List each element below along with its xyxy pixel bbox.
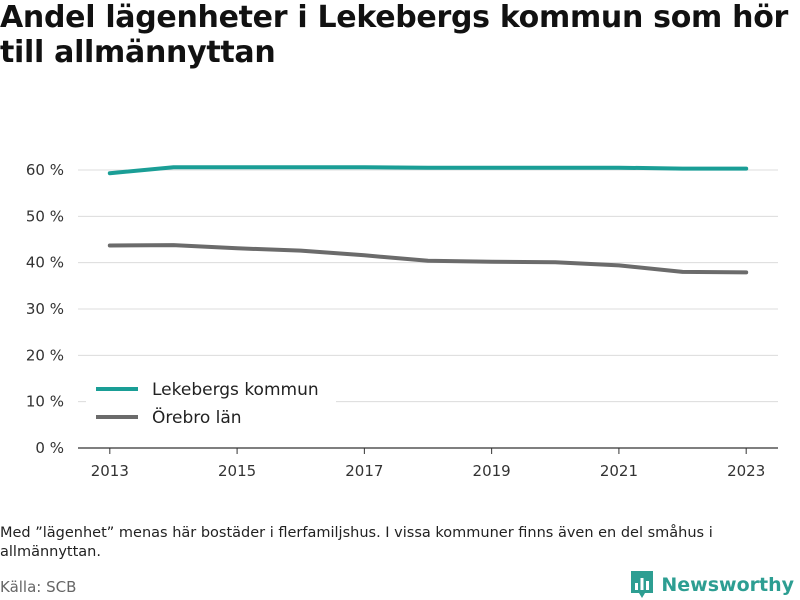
series-line-0: [107, 165, 749, 176]
x-axis-ticks: 2013 2015 2017 2019 2021 2023: [91, 462, 766, 480]
y-axis-ticks: 0 % 10 % 20 % 30 % 40 % 50 % 60 %: [26, 161, 64, 457]
series-lines: [107, 165, 749, 275]
chart-title: Andel lägenheter i Lekebergs kommun som …: [0, 0, 789, 70]
grid-lines: [78, 169, 778, 403]
y-tick-label: 0 %: [35, 439, 64, 457]
y-tick-label: 50 %: [26, 207, 64, 225]
y-tick-label: 60 %: [26, 161, 64, 179]
y-tick-label: 20 %: [26, 346, 64, 364]
legend-background: [86, 375, 336, 431]
legend: Lekebergs kommun Örebro län: [86, 375, 336, 431]
x-axis: [78, 447, 778, 454]
x-tick-label: 2017: [345, 462, 383, 480]
brand[interactable]: Newsworthy: [630, 570, 794, 600]
x-tick-label: 2021: [600, 462, 638, 480]
series-line-1: [107, 243, 749, 275]
y-tick-label: 10 %: [26, 393, 64, 411]
line-chart: 0 % 10 % 20 % 30 % 40 % 50 % 60 % 2013 2015 2017…: [26, 161, 778, 480]
x-tick-label: 2023: [727, 462, 765, 480]
x-tick-label: 2019: [473, 462, 511, 480]
y-tick-label: 30 %: [26, 300, 64, 318]
x-tick-label: 2015: [218, 462, 256, 480]
brand-name: Newsworthy: [661, 574, 794, 596]
legend-label-1: Örebro län: [152, 406, 242, 428]
x-tick-label: 2013: [91, 462, 129, 480]
y-tick-label: 40 %: [26, 254, 64, 272]
chart-note: Med ”lägenhet” menas här bostäder i fler…: [0, 525, 713, 560]
newsworthy-logo-icon: [631, 571, 654, 598]
source-label: Källa: SCB: [0, 578, 77, 596]
legend-label-0: Lekebergs kommun: [152, 380, 319, 400]
